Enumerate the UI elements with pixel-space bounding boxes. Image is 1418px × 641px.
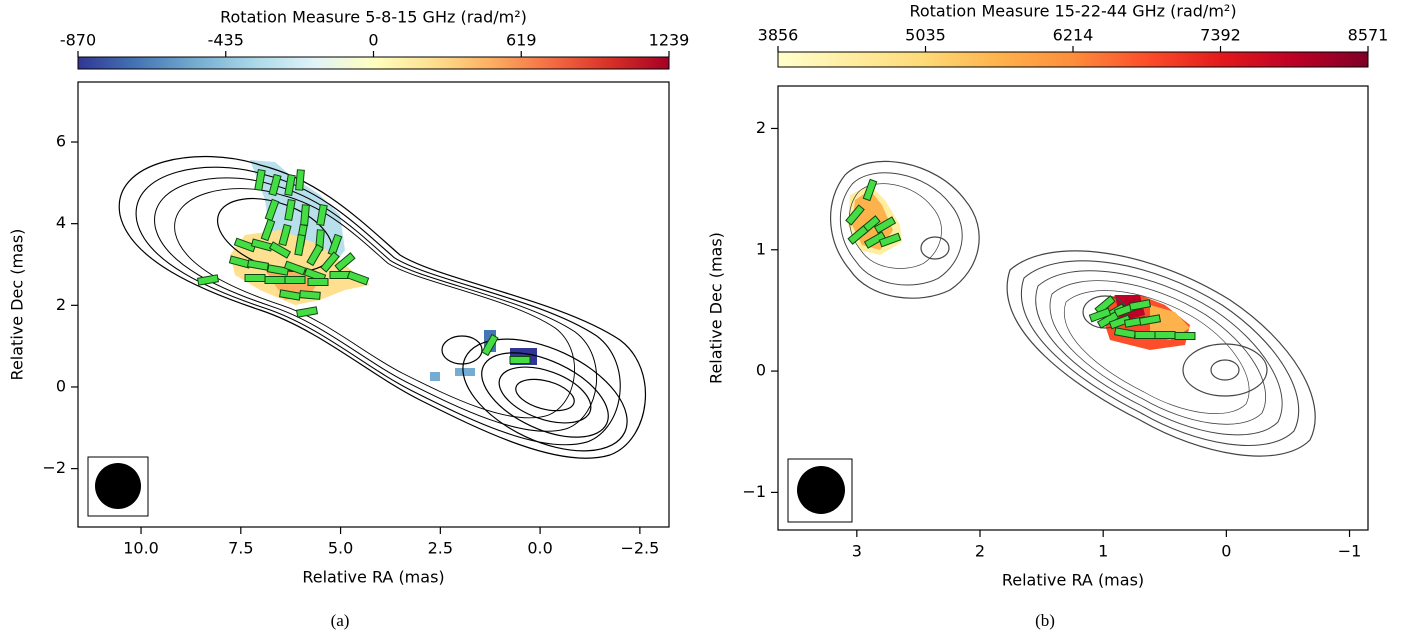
evpa-vector <box>510 357 530 364</box>
x-axis-label: Relative RA (mas) <box>1002 571 1144 590</box>
contour <box>492 356 599 434</box>
colorbar-tick-label: 0 <box>368 31 378 50</box>
caption: (a) <box>331 611 350 630</box>
evpa-vector <box>296 170 305 191</box>
x-tick-label: 5.0 <box>328 539 353 558</box>
colorbar-tick-label: 5035 <box>905 26 946 45</box>
contour <box>469 335 621 454</box>
contour <box>1183 344 1267 396</box>
evpa-vector <box>285 277 305 284</box>
beam <box>95 463 141 509</box>
y-tick-label: −2 <box>42 458 66 477</box>
contours <box>119 157 645 474</box>
x-tick-label: −1 <box>1338 542 1362 561</box>
y-tick-label: 4 <box>56 213 66 232</box>
contour <box>512 374 577 417</box>
colorbar-title: Rotation Measure 15-22-44 GHz (rad/m²) <box>909 2 1236 21</box>
evpa-vector <box>301 205 310 226</box>
x-axis-label: Relative RA (mas) <box>302 568 444 587</box>
evpa-vector <box>245 275 265 282</box>
evpa-vector <box>300 291 321 300</box>
x-tick-label: 1 <box>1098 542 1108 561</box>
x-tick-label: 2 <box>975 542 985 561</box>
figure: 10.0 7.5 5.0 2.5 0.0 −2.5 −2 0 2 4 6 Relative RA (m… <box>0 0 1418 641</box>
evpa-vector <box>330 272 350 279</box>
x-tick-label: −2.5 <box>620 539 659 558</box>
x-tick-label: 10.0 <box>123 539 159 558</box>
colorbar-tick-label: 1239 <box>649 31 690 50</box>
y-tick-label: 0 <box>56 376 66 395</box>
contour <box>175 189 575 418</box>
evpa-vector <box>265 277 285 284</box>
colorbar-tick-label: 8571 <box>1348 26 1389 45</box>
x-tick-label: 0 <box>1221 542 1231 561</box>
y-tick-label: 2 <box>756 118 766 137</box>
contour <box>1036 271 1282 435</box>
caption: (b) <box>1035 611 1055 630</box>
colorbar <box>778 52 1368 67</box>
y-axis-label: Relative Dec (mas) <box>707 232 726 384</box>
page: {"chart_data": [ {"type": "map", "title"… <box>0 0 1418 641</box>
contour <box>921 237 949 259</box>
contour <box>155 178 597 431</box>
map-a <box>119 157 645 474</box>
axes-frame <box>778 86 1368 530</box>
evpa-vector <box>1135 332 1155 339</box>
colorbar-title: Rotation Measure 5-8-15 GHz (rad/m²) <box>220 8 527 27</box>
contour <box>119 157 645 459</box>
evpa-vector <box>297 307 318 317</box>
rm-pixels <box>430 372 440 381</box>
x-tick-label: 3 <box>852 542 862 561</box>
evpa-vector <box>308 279 328 286</box>
axes-frame <box>78 82 669 527</box>
x-tick-label: 0.0 <box>527 539 552 558</box>
y-tick-label: −1 <box>742 482 766 501</box>
colorbar-tick-label: -870 <box>60 31 96 50</box>
evpa-vector <box>1155 332 1175 339</box>
rm-pixels <box>455 368 475 376</box>
contour <box>1211 360 1239 380</box>
colorbar-tick-label: 6214 <box>1053 26 1094 45</box>
colorbar-tick-label: 7392 <box>1200 26 1241 45</box>
x-tick-label: 7.5 <box>228 539 253 558</box>
evpa-vector <box>1175 333 1195 340</box>
contours <box>831 161 1316 456</box>
colorbar <box>78 57 669 69</box>
x-tick-label: 2.5 <box>428 539 453 558</box>
colorbar-tick-label: 3856 <box>758 26 799 45</box>
y-tick-label: 1 <box>756 239 766 258</box>
y-tick-label: 6 <box>56 132 66 151</box>
contour <box>442 336 482 364</box>
y-tick-label: 2 <box>56 295 66 314</box>
beam <box>797 466 845 514</box>
colorbar-tick-label: -435 <box>208 31 244 50</box>
colorbar-tick-label: 619 <box>506 31 537 50</box>
y-axis-label: Relative Dec (mas) <box>8 229 27 381</box>
y-tick-label: 0 <box>756 361 766 380</box>
map-b <box>831 161 1316 456</box>
